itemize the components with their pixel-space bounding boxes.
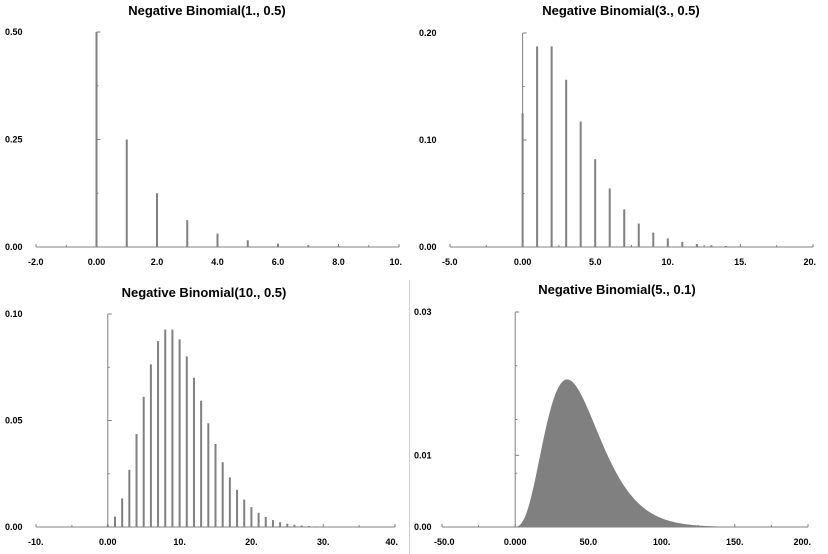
chart-title: Negative Binomial(10., 0.5) [122, 285, 287, 300]
bar-mark [125, 139, 128, 247]
bar-mark [149, 364, 152, 527]
x-tick-label: 100. [653, 537, 671, 547]
bar-mark [216, 233, 219, 247]
bar-mark [710, 245, 713, 247]
x-tick-label: -10. [28, 537, 44, 547]
bar-mark [236, 489, 239, 527]
chart-negative-binomial-5: Negative Binomial(5., 0.1) -50.0 0.000 50.0… [414, 282, 811, 547]
x-tick-label: 10. [173, 537, 186, 547]
bar-mark [257, 512, 260, 527]
x-tick-label: -5.0 [442, 257, 458, 267]
bar-mark [608, 188, 611, 247]
chart-negative-binomial-1: Negative Binomial(1., 0.5) -2.0 0.00 2.0 4.0… [5, 3, 402, 267]
y-tick-label: 0.20 [419, 28, 437, 38]
bar-mark [681, 241, 684, 247]
bar-mark [207, 423, 210, 527]
y-tick-label: 0.10 [419, 135, 437, 145]
y-tick-label: 0.01 [414, 450, 432, 460]
chart-negative-binomial-10: Negative Binomial(10., 0.5) -10. 0.00 10. 20… [5, 285, 398, 547]
bar-mark [594, 159, 597, 247]
bar-mark [156, 193, 158, 247]
x-tick-label: 200. [793, 537, 811, 547]
x-tick-label: 4.0 [211, 257, 224, 267]
x-tick-label: -2.0 [28, 257, 44, 267]
x-tick-label: 20. [245, 537, 258, 547]
y-tick-label: 0.00 [419, 242, 437, 252]
x-tick-label: 20. [803, 257, 816, 267]
bar-mark [128, 469, 131, 527]
x-tick-label: 0.000 [504, 537, 527, 547]
area-mark [515, 379, 808, 527]
bar-mark [246, 240, 249, 247]
data-marks [95, 32, 400, 248]
bar-mark [164, 329, 167, 527]
y-tick-label: 0.00 [414, 522, 432, 532]
x-tick-label: 15. [734, 257, 747, 267]
bar-mark [121, 498, 124, 527]
x-tick-label: 5.0 [589, 257, 602, 267]
bar-mark [271, 520, 274, 527]
chart-negative-binomial-3: Negative Binomial(3., 0.5) -5.0 0.00 5.0 10.… [419, 3, 816, 267]
bar-mark [293, 524, 296, 527]
y-tick-label: 0.03 [414, 307, 432, 317]
bar-mark [536, 46, 539, 248]
chart-title: Negative Binomial(3., 0.5) [542, 3, 700, 18]
bar-mark [171, 329, 174, 527]
bar-mark [264, 517, 267, 527]
bar-mark [221, 462, 224, 527]
x-tick-label: 8.0 [332, 257, 345, 267]
bar-mark [157, 341, 160, 527]
bar-mark [695, 244, 698, 247]
bar-mark [142, 396, 145, 527]
bar-mark [623, 209, 626, 247]
chart-title: Negative Binomial(5., 0.1) [538, 282, 696, 297]
bar-mark [250, 507, 253, 527]
bar-mark [192, 377, 195, 527]
x-tick-label: 150. [726, 537, 744, 547]
bar-mark [637, 223, 640, 247]
x-tick-label: 0.00 [99, 537, 117, 547]
y-tick-label: 0.00 [5, 242, 23, 252]
bar-mark [666, 238, 669, 247]
bar-mark [652, 232, 655, 247]
bar-mark [243, 499, 246, 527]
x-tick-label: 50.0 [580, 537, 598, 547]
y-tick-label: 0.25 [5, 135, 23, 145]
data-marks [515, 379, 808, 527]
y-tick-label: 0.05 [5, 416, 23, 426]
x-tick-label: 10. [662, 257, 675, 267]
data-marks [106, 329, 396, 527]
x-tick-label: 2.0 [151, 257, 164, 267]
bar-mark [228, 477, 231, 527]
bar-mark [185, 356, 188, 527]
x-tick-label: 30. [317, 537, 330, 547]
data-marks [521, 46, 814, 248]
y-tick-label: 0.10 [5, 309, 23, 319]
y-tick-label: 0.00 [5, 522, 23, 532]
bar-mark [214, 444, 217, 527]
x-tick-label: 0.00 [514, 257, 532, 267]
bar-mark [113, 516, 116, 527]
chart-title: Negative Binomial(1., 0.5) [128, 3, 286, 18]
bar-mark [550, 46, 553, 248]
bar-mark [200, 400, 203, 527]
bar-mark [565, 79, 568, 247]
x-tick-label: 40. [385, 537, 398, 547]
bar-mark [186, 220, 189, 248]
bar-mark [279, 522, 282, 527]
y-tick-label: 0.50 [5, 27, 23, 37]
x-tick-label: -50.0 [434, 537, 455, 547]
x-tick-label: 6.0 [272, 257, 285, 267]
bar-mark [579, 121, 582, 247]
bar-mark [135, 434, 138, 527]
bar-mark [178, 339, 181, 527]
vertical-divider [409, 280, 410, 554]
bar-mark [300, 525, 303, 527]
x-tick-label: 10. [389, 257, 402, 267]
x-tick-label: 0.00 [88, 257, 106, 267]
